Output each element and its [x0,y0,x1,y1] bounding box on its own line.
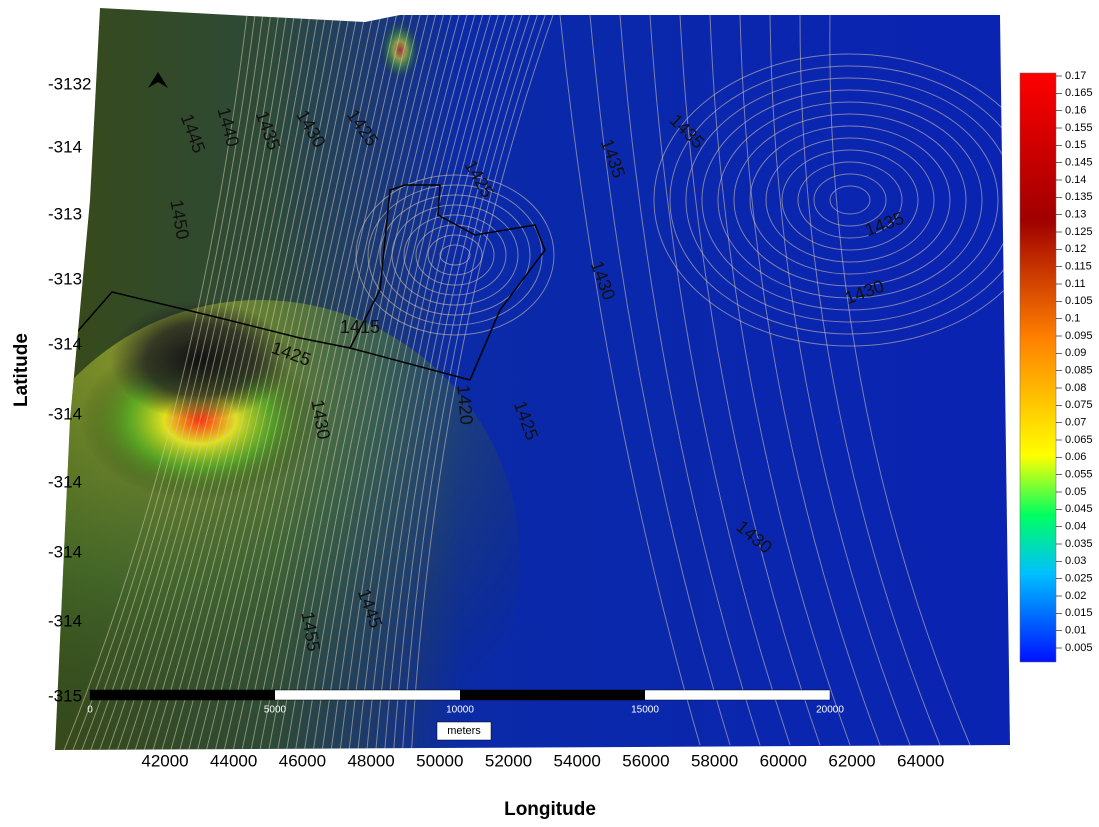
colorbar-label: 0.09 [1065,347,1086,359]
colorbar-label: 0.085 [1065,365,1093,377]
scale-label: 10000 [446,705,474,716]
x-tick-label: 42000 [141,751,188,770]
y-tick-label: -314 [48,334,82,353]
colorbar-label: 0.15 [1065,139,1086,151]
colorbar-label: 0.115 [1065,261,1092,273]
y-tick-label: -314 [48,404,82,423]
y-axis-title: Latitude [11,333,32,407]
colorbar-label: 0.035 [1065,538,1093,550]
colorbar-label: 0.125 [1065,226,1093,238]
contour-label: 1420 [453,384,476,426]
colorbar-label: 0.04 [1065,521,1086,533]
y-tick-label: -314 [48,542,82,561]
y-tick-label: -314 [48,137,82,156]
x-tick-label: 58000 [691,751,738,770]
colorbar-label: 0.025 [1065,573,1093,585]
colorbar-label: 0.07 [1065,417,1086,429]
colorbar-label: 0.08 [1065,382,1086,394]
colorbar-label: 0.12 [1065,243,1086,255]
contour-label: 1415 [340,317,380,337]
colorbar-label: 0.16 [1065,105,1086,117]
x-tick-label: 46000 [279,751,326,770]
y-tick-label: -314 [48,611,82,630]
colorbar-label: 0.13 [1065,209,1086,221]
colorbar [1020,73,1056,662]
x-tick-label: 60000 [760,751,807,770]
x-tick-label: 64000 [897,751,944,770]
y-tick-label: -315 [48,686,82,705]
x-tick-label: 56000 [622,751,669,770]
colorbar-label: 0.11 [1065,278,1086,290]
x-tick-label: 50000 [416,751,463,770]
y-tick-label: -3132 [48,74,91,93]
x-tick-label: 54000 [554,751,601,770]
colorbar-label: 0.045 [1065,503,1093,515]
colorbar-label: 0.065 [1065,434,1093,446]
y-tick-label: -314 [48,472,82,491]
scale-label: 5000 [264,705,287,716]
colorbar-label: 0.005 [1065,642,1093,654]
colorbar-label: 0.145 [1065,157,1093,169]
colorbar-label: 0.06 [1065,451,1086,463]
colorbar-label: 0.015 [1065,607,1093,619]
scale-label: 0 [87,705,93,716]
scale-unit: meters [447,725,481,737]
colorbar-label: 0.075 [1065,399,1093,411]
colorbar-label: 0.165 [1065,87,1093,99]
colorbar-label: 0.05 [1065,486,1086,498]
colorbar-label: 0.1 [1065,313,1080,325]
scale-label: 20000 [816,705,844,716]
colorbar-label: 0.055 [1065,469,1093,481]
map-view: 1445 1440 1435 1430 1425 1450 1425 1435 … [0,0,1099,822]
colorbar-label: 0.02 [1065,590,1086,602]
colorbar-label: 0.155 [1065,122,1093,134]
colorbar-label: 0.01 [1065,625,1086,637]
colorbar-label: 0.03 [1065,555,1086,567]
colorbar-label: 0.135 [1065,191,1093,203]
x-tick-label: 44000 [210,751,257,770]
x-tick-label: 52000 [485,751,532,770]
y-tick-label: -313 [48,204,82,223]
colorbar-label: 0.095 [1065,330,1093,342]
colorbar-label: 0.17 [1065,70,1086,82]
colorbar-label: 0.14 [1065,174,1086,186]
x-tick-label: 62000 [828,751,875,770]
scale-label: 15000 [631,705,659,716]
x-tick-label: 48000 [347,751,394,770]
x-axis-title: Longitude [504,799,596,820]
colorbar-label: 0.105 [1065,295,1093,307]
y-tick-label: -313 [48,269,82,288]
